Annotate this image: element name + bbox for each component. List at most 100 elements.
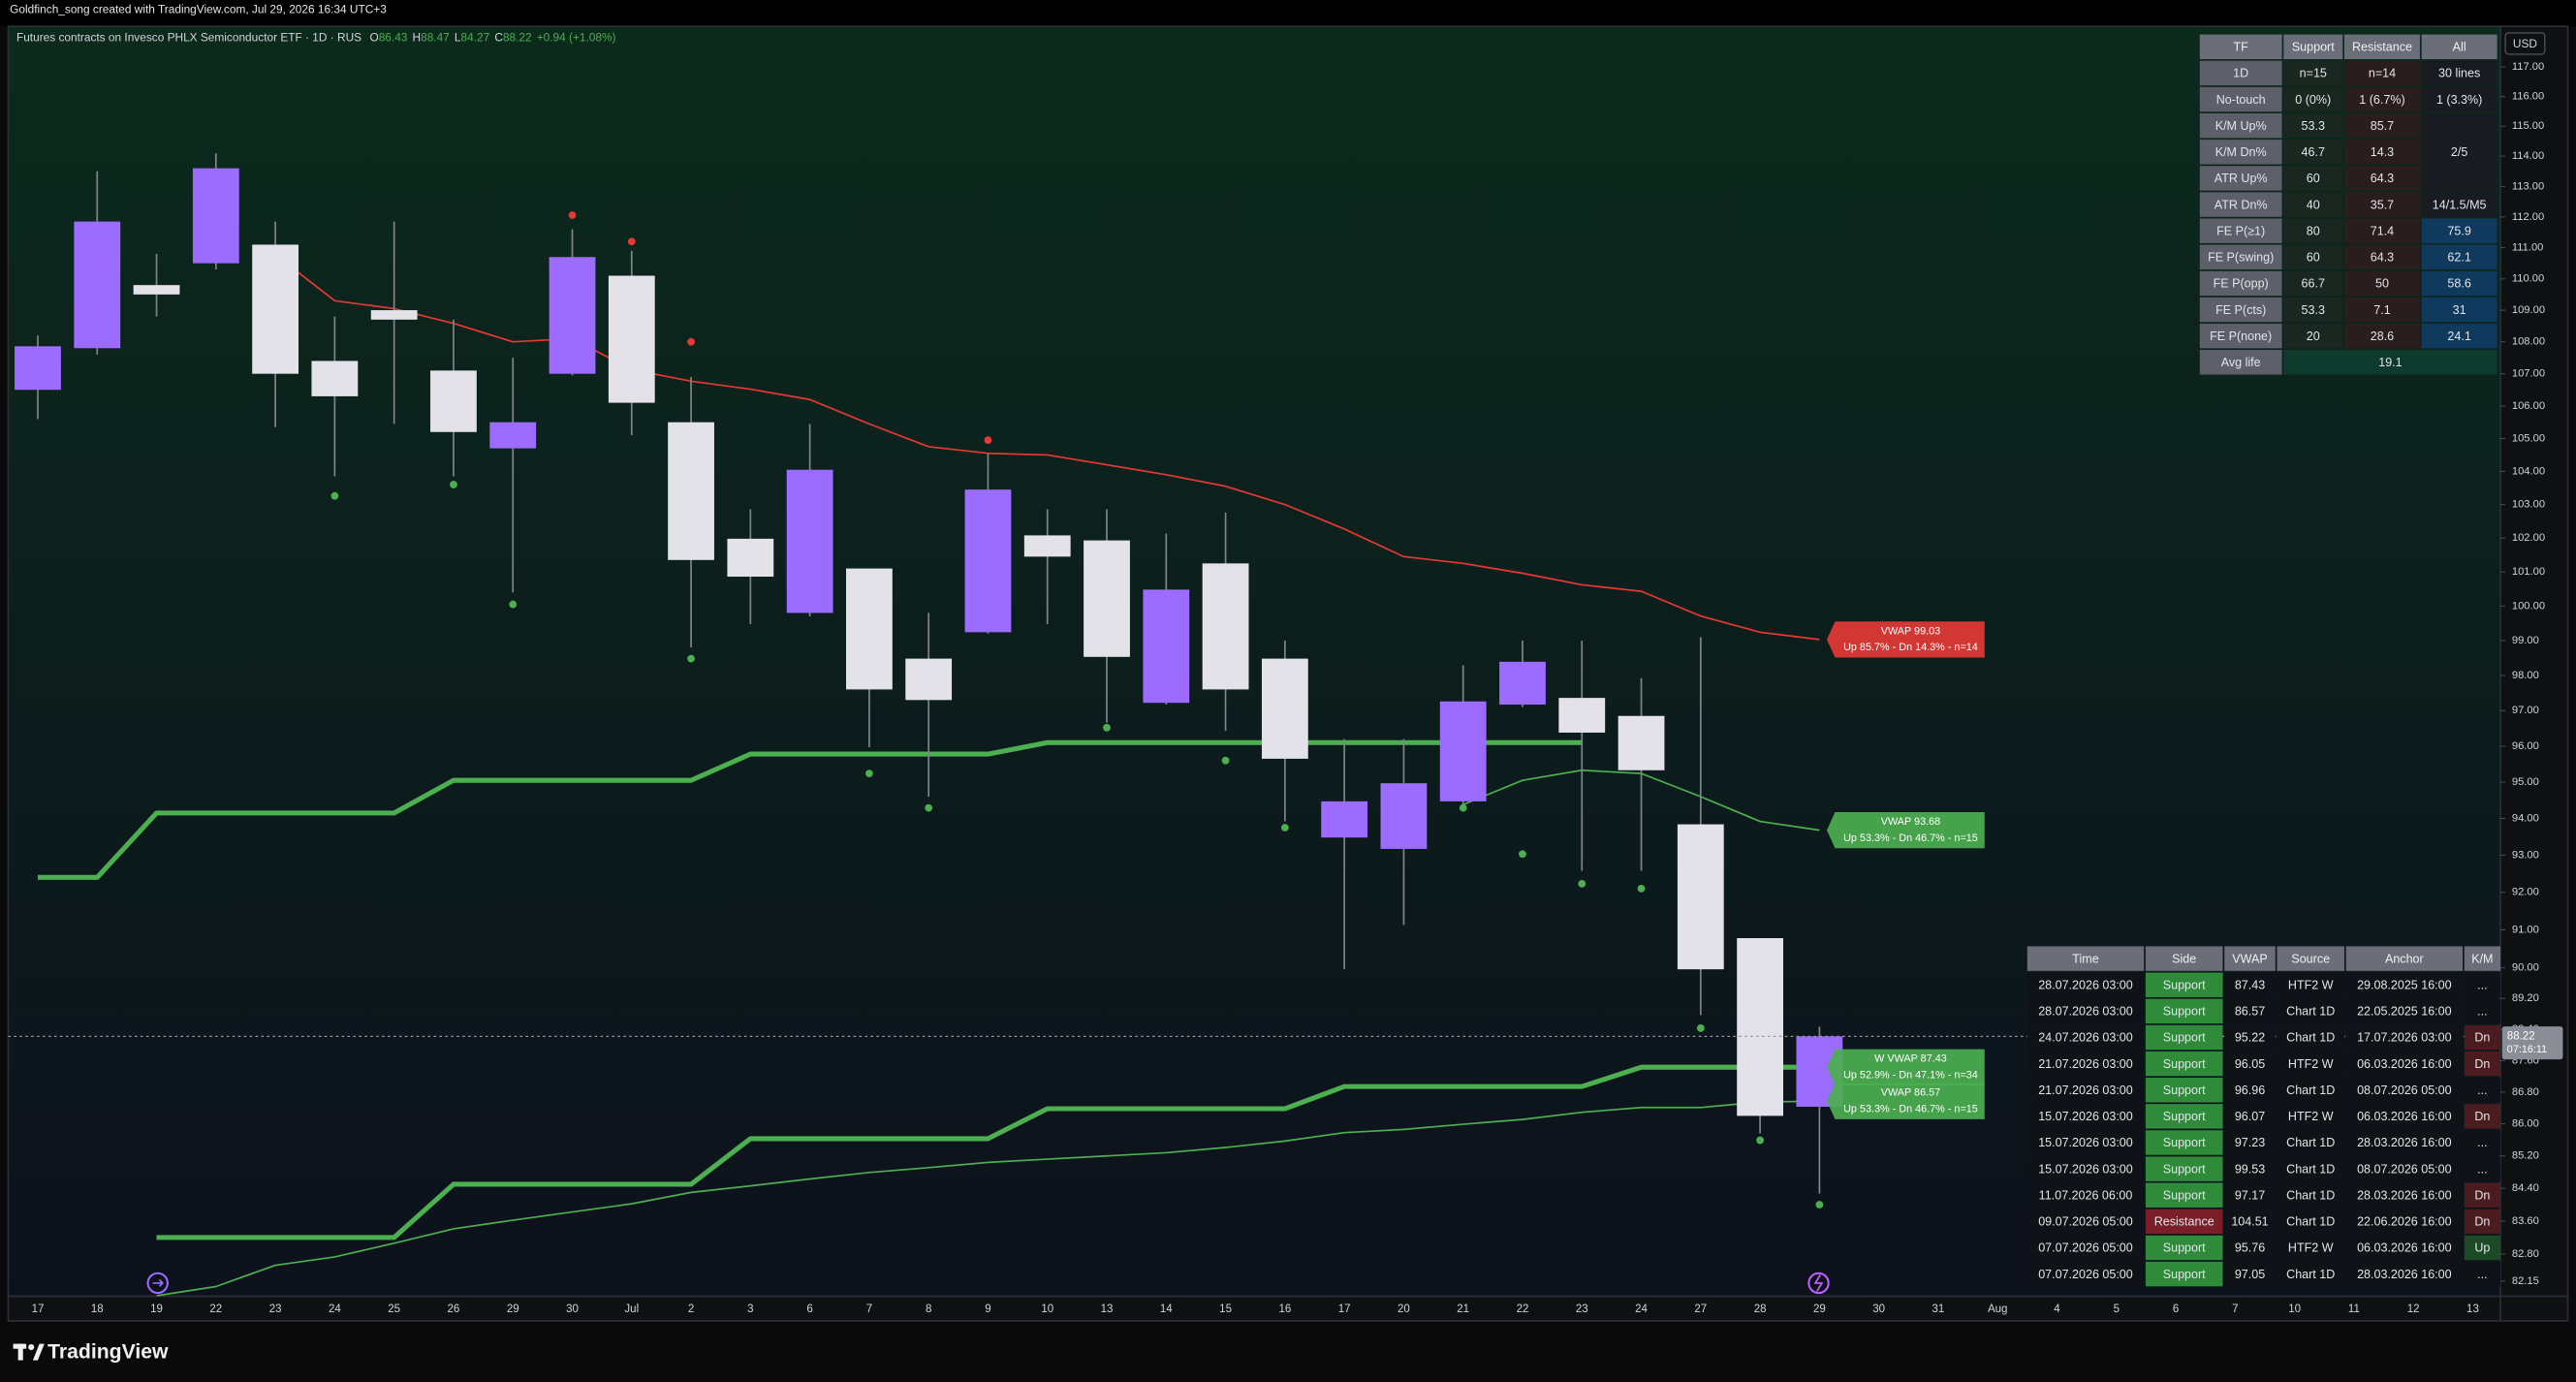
candle-body [1439,701,1487,801]
table-header-cell: Time [2026,946,2145,971]
y-tick-label: 86.80 [2512,1086,2539,1098]
x-tick-label: 21 [1457,1303,1469,1315]
table-cell: Chart 1D [2277,1024,2344,1051]
table-header-cell: K/M [2464,946,2501,971]
table-cell: 15.07.2026 03:00 [2026,1156,2145,1181]
x-tick-label: 30 [1872,1303,1885,1315]
candle-body [1084,540,1130,657]
table-cell: Support [2145,1235,2223,1261]
table-cell: 28.07.2026 03:00 [2026,998,2145,1024]
table-cell: 7.1 [2343,297,2420,323]
x-tick-label: 20 [1398,1303,1410,1315]
pivot-dot [865,770,873,778]
table-cell: 1 (6.7%) [2343,86,2420,112]
chart-frame [7,25,2569,1322]
table-cell: 80 [2283,218,2343,243]
y-tick-label: 103.00 [2512,499,2545,511]
table-cell: 64.3 [2343,166,2420,191]
table-cell: 14.3 [2343,140,2420,165]
candle-body [252,244,299,374]
event-icon[interactable] [1807,1272,1830,1295]
table-cell: 95.76 [2224,1235,2276,1261]
table-row: 07.07.2026 05:00 Support 95.76 HTF2 W 06.03.… [2026,1235,2501,1261]
table-cell: 28.03.2026 16:00 [2345,1182,2464,1208]
table-cell: 15.07.2026 03:00 [2026,1130,2145,1155]
x-tick-label: 2 [688,1303,694,1315]
table-cell: 1 (3.3%) [2421,86,2497,112]
table-cell: 62.1 [2421,244,2497,270]
ohlc-value: 84.27 [460,32,490,45]
x-tick-label: 9 [985,1303,990,1315]
table-cell: 97.17 [2224,1182,2276,1208]
table-cell: Dn [2464,1182,2501,1208]
table-cell: Support [2145,1182,2223,1208]
y-tick-label: 112.00 [2512,211,2544,223]
table-cell: ... [2464,998,2501,1024]
last-price-box [2501,1026,2563,1060]
pivot-dot [1578,879,1586,888]
x-tick-label: 8 [926,1303,931,1315]
x-tick-label: 23 [269,1303,282,1315]
table-header-cell: Side [2145,946,2223,971]
symbol-title: Futures contracts on Invesco PHLX Semico… [16,32,362,45]
ohlc-change: +0.94 (+1.08%) [536,32,616,45]
candle-body [1143,589,1190,704]
candle-body [133,285,180,295]
candle-body [430,370,477,432]
ohlc-key: L [454,32,461,45]
table-cell: Support [2145,1051,2223,1077]
y-tick-label: 114.00 [2512,150,2544,162]
event-icon[interactable] [146,1272,169,1295]
x-tick-label: 27 [1694,1303,1707,1315]
candle-body [74,221,121,349]
pivot-dot [568,211,577,219]
x-tick-label: 4 [2054,1303,2060,1315]
vwap-flag-text: VWAP 86.57 [1881,1087,1940,1099]
table-cell: Chart 1D [2277,1182,2344,1208]
table-cell: Chart 1D [2277,1209,2344,1235]
logo-mark [28,1343,35,1351]
y-tick-label: 95.00 [2512,776,2539,788]
table-cell: 19.1 [2283,350,2497,375]
candle-body [905,658,953,701]
table-cell: 96.96 [2224,1078,2276,1103]
pivot-dot [1459,803,1467,812]
candle-body [1677,824,1724,970]
pivot-dot [509,600,518,609]
x-tick-label: 17 [1338,1303,1351,1315]
candle-body [786,469,833,613]
table-cell: HTF2 W [2277,1235,2344,1261]
table-cell: Dn [2464,1024,2501,1051]
y-tick-label: 84.40 [2512,1182,2539,1194]
table-cell: Support [2145,1104,2223,1129]
table-cell: 35.7 [2343,192,2420,217]
table-cell: No-touch [2199,86,2282,112]
currency-box[interactable] [2504,32,2546,55]
table-cell: 15.07.2026 03:00 [2026,1104,2145,1129]
ohlc-key: O [369,32,379,45]
x-tick-label: 15 [1219,1303,1232,1315]
table-cell: HTF2 W [2277,1104,2344,1129]
y-tick-label: 94.00 [2512,812,2539,824]
y-tick-label: 96.00 [2512,740,2539,752]
vwap-flag-text: Up 85.7% - Dn 14.3% - n=14 [1843,642,1978,653]
table-cell: 20 [2283,323,2343,349]
x-tick-label: 30 [566,1303,579,1315]
table-row: 07.07.2026 05:00 Support 97.05 Chart 1D 28.0… [2026,1261,2501,1287]
logo-text: TradingView [47,1341,169,1364]
table-row: 21.07.2026 03:00 Support 96.05 HTF2 W 06.03.… [2026,1051,2501,1077]
table-cell: ATR Up% [2199,166,2282,191]
table-header-row: TF Support Resistance All [2199,34,2497,60]
table-cell: Support [2145,1156,2223,1181]
table-header-cell: Resistance [2343,34,2420,60]
table-header-cell: TF [2199,34,2282,60]
table-cell: 87.43 [2224,972,2276,997]
candle-body [1499,661,1546,706]
y-tick-label: 101.00 [2512,566,2545,578]
x-tick-label: 25 [388,1303,400,1315]
table-row: 11.07.2026 06:00 Support 97.17 Chart 1D 28.0… [2026,1182,2501,1208]
pivot-dot [450,481,457,488]
table-row: 21.07.2026 03:00 Support 96.96 Chart 1D 08.0… [2026,1078,2501,1103]
table-header-cell: Source [2277,946,2344,971]
